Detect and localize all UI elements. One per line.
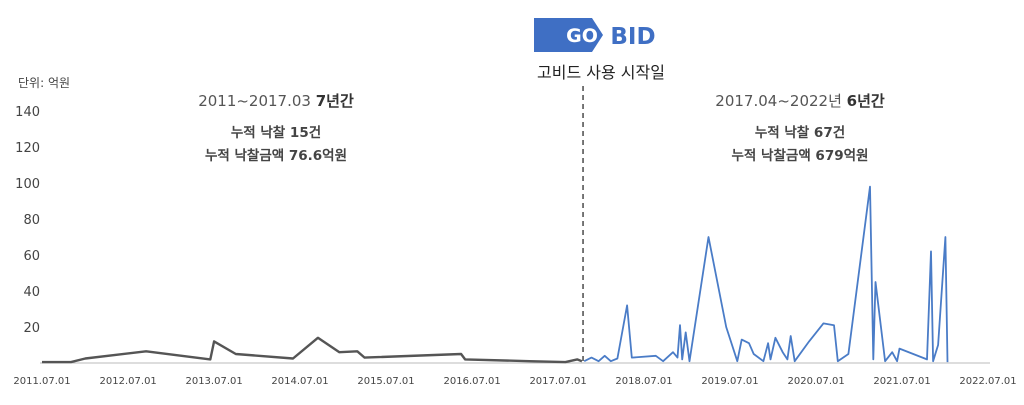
series-before-line	[42, 336, 583, 364]
before-amount: 누적 낙찰금액 76.6억원	[205, 147, 347, 164]
x-tick-label: 2019.07.01	[701, 376, 758, 387]
x-axis: 2011.07.01 2012.07.01 2013.07.01 2014.07.01…	[13, 376, 1016, 387]
y-tick-label: 100	[15, 177, 40, 192]
after-period-duration: 6년간	[847, 92, 885, 110]
x-tick-label: 2011.07.01	[13, 376, 70, 387]
after-period-range: 2017.04~2022년	[715, 92, 842, 110]
x-tick-label: 2013.07.01	[185, 376, 242, 387]
y-tick-label: 40	[23, 285, 40, 300]
series-after-line	[583, 185, 949, 363]
before-period-range: 2011~2017.03	[198, 92, 311, 110]
x-tick-label: 2015.07.01	[357, 376, 414, 387]
x-tick-label: 2016.07.01	[444, 376, 501, 387]
after-period: 2017.04~2022년 6년간	[715, 92, 885, 110]
y-tick-label: 140	[15, 105, 40, 120]
x-tick-label: 2020.07.01	[787, 376, 844, 387]
x-tick-label: 2018.07.01	[615, 376, 672, 387]
y-tick-label: 20	[23, 321, 40, 336]
x-tick-label: 2017.07.01	[529, 376, 586, 387]
logo-bid-text: BID	[610, 24, 655, 50]
after-amount: 누적 낙찰금액 679억원	[732, 147, 869, 164]
y-axis: 20 40 60 80 100 120 140	[15, 105, 40, 336]
x-tick-label: 2014.07.01	[271, 376, 328, 387]
unit-label: 단위: 억원	[18, 76, 70, 90]
y-tick-label: 60	[23, 249, 40, 264]
x-tick-label: 2012.07.01	[100, 376, 157, 387]
before-count: 누적 낙찰 15건	[231, 124, 321, 141]
after-count: 누적 낙찰 67건	[755, 124, 845, 141]
x-tick-label: 2021.07.01	[873, 376, 930, 387]
y-tick-label: 80	[23, 213, 40, 228]
y-tick-label: 120	[15, 141, 40, 156]
before-period: 2011~2017.03 7년간	[198, 92, 354, 110]
logo-go-text: GO	[566, 25, 598, 47]
gobid-logo: GO BID	[534, 18, 656, 52]
plot-area	[40, 86, 990, 364]
before-period-duration: 7년간	[316, 92, 354, 110]
x-tick-label: 2022.07.01	[959, 376, 1016, 387]
start-label: 고비드 사용 시작일	[537, 63, 665, 82]
logo-badge	[534, 18, 603, 52]
